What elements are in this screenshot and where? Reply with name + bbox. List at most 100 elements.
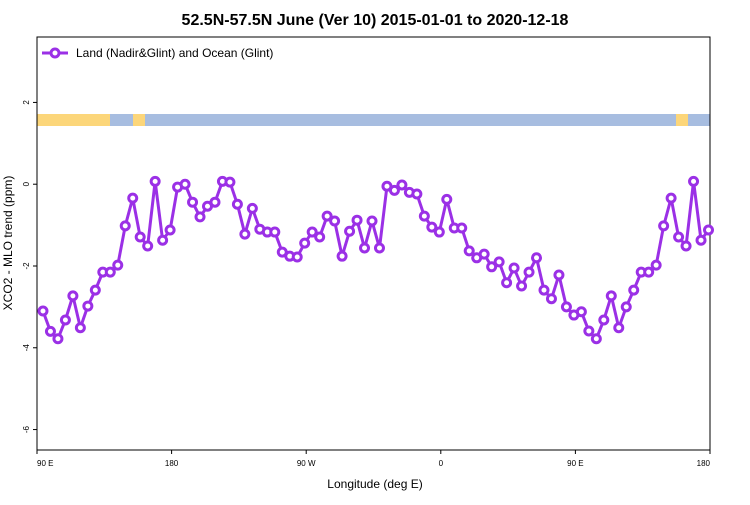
data-point — [269, 226, 281, 238]
data-point — [246, 202, 258, 214]
data-point — [321, 210, 333, 222]
data-point — [314, 231, 326, 243]
data-point — [373, 242, 385, 254]
data-point — [37, 305, 49, 317]
data-point — [299, 237, 311, 249]
x-tick-label: 180 — [697, 459, 711, 468]
data-point — [329, 215, 341, 227]
data-point — [695, 234, 707, 246]
land-strip — [133, 114, 145, 126]
data-point — [560, 301, 572, 313]
data-point — [231, 198, 243, 210]
data-point — [134, 231, 146, 243]
data-point — [396, 179, 408, 191]
legend-label: Land (Nadir&Glint) and Ocean (Glint) — [76, 46, 273, 60]
data-point — [650, 259, 662, 271]
x-tick-label: 90 E — [37, 459, 53, 468]
y-axis-label: XCO2 - MLO trend (ppm) — [1, 176, 15, 311]
data-point — [501, 277, 513, 289]
data-point — [239, 228, 251, 240]
data-point — [209, 196, 221, 208]
data-point — [127, 192, 139, 204]
data-point — [44, 325, 56, 337]
data-point — [426, 221, 438, 233]
data-point — [119, 220, 131, 232]
data-point — [418, 210, 430, 222]
data-point — [545, 293, 557, 305]
x-tick-label: 90 W — [297, 459, 316, 468]
data-point — [590, 333, 602, 345]
data-point — [598, 314, 610, 326]
data-point — [67, 290, 79, 302]
data-point — [112, 259, 124, 271]
data-point — [441, 193, 453, 205]
y-tick-label: 0 — [22, 181, 31, 186]
data-point — [456, 222, 468, 234]
data-point — [351, 214, 363, 226]
data-point — [142, 240, 154, 252]
data-point — [336, 250, 348, 262]
data-point — [82, 300, 94, 312]
legend: Land (Nadir&Glint) and Ocean (Glint) — [42, 46, 273, 60]
data-point — [538, 284, 550, 296]
data-point — [344, 225, 356, 237]
data-point — [508, 262, 520, 274]
x-tick-label: 90 E — [567, 459, 583, 468]
data-point — [366, 215, 378, 227]
data-point — [620, 301, 632, 313]
x-axis-label: Longitude (deg E) — [327, 477, 422, 491]
data-point — [531, 252, 543, 264]
data-point — [89, 284, 101, 296]
y-tick-label: -6 — [22, 425, 31, 433]
data-point — [643, 266, 655, 278]
data-point — [463, 245, 475, 257]
data-point — [658, 220, 670, 232]
data-point — [493, 256, 505, 268]
data-point — [224, 176, 236, 188]
map-strip — [37, 114, 710, 126]
data-point — [673, 231, 685, 243]
data-point — [388, 184, 400, 196]
data-point — [52, 333, 64, 345]
data-point — [157, 234, 169, 246]
data-point — [359, 242, 371, 254]
data-point — [291, 251, 303, 263]
data-point — [149, 175, 161, 187]
x-tick-label: 0 — [439, 459, 444, 468]
data-point — [703, 224, 715, 236]
data-point — [433, 226, 445, 238]
data-point — [628, 284, 640, 296]
y-tick-label: 2 — [22, 100, 31, 105]
data-point — [523, 266, 535, 278]
plot-frame — [36, 36, 711, 451]
data-point — [59, 314, 71, 326]
chart-title: 52.5N-57.5N June (Ver 10) 2015-01-01 to … — [182, 12, 569, 29]
data-point — [680, 240, 692, 252]
data-point — [516, 280, 528, 292]
data-point — [688, 175, 700, 187]
legend-marker — [49, 47, 61, 59]
data-point — [187, 196, 199, 208]
data-point — [575, 306, 587, 318]
x-tick-label: 180 — [165, 459, 179, 468]
data-point — [665, 192, 677, 204]
land-strip — [37, 114, 110, 126]
data-point — [74, 322, 86, 334]
data-point — [104, 266, 116, 278]
data-point — [164, 224, 176, 236]
land-strip — [676, 114, 688, 126]
data-point — [486, 261, 498, 273]
data-point — [583, 325, 595, 337]
data-point — [613, 322, 625, 334]
ocean-strip — [37, 114, 710, 126]
data-point — [306, 226, 318, 238]
data-point — [605, 290, 617, 302]
y-tick-label: -4 — [22, 344, 31, 352]
data-point — [478, 248, 490, 260]
data-point — [411, 188, 423, 200]
data-point — [194, 211, 206, 223]
data-point — [553, 269, 565, 281]
y-tick-label: -2 — [22, 262, 31, 270]
data-point — [179, 178, 191, 190]
